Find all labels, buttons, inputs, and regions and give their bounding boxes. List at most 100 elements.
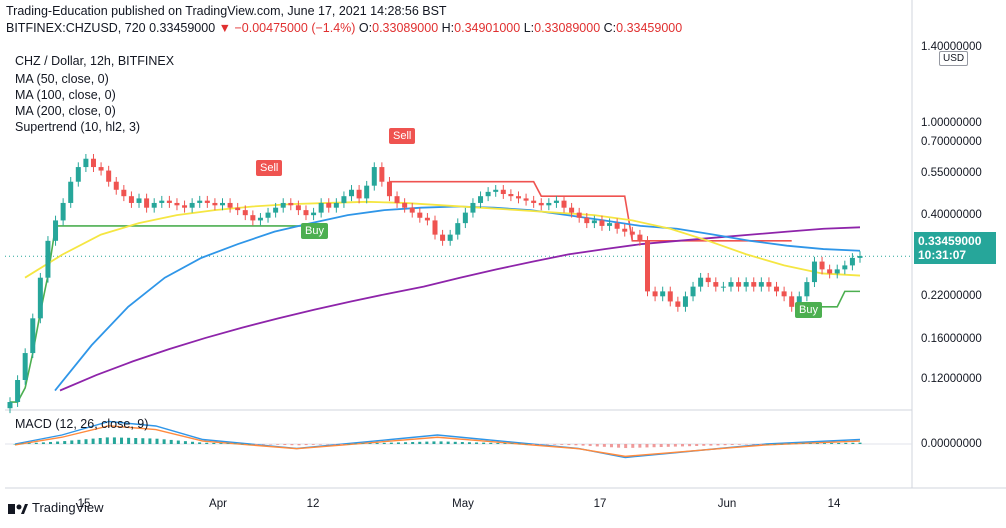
macd-histogram-bar xyxy=(361,443,365,444)
y-tick-label: 1.40000000 xyxy=(921,41,982,53)
candle-body xyxy=(424,217,430,221)
candle-body xyxy=(576,212,582,218)
candle-body xyxy=(842,265,848,270)
x-tick-label: May xyxy=(452,498,474,510)
candle-body xyxy=(68,181,74,203)
legend-ma50: MA (50, close, 0) xyxy=(15,72,109,86)
macd-histogram-bar xyxy=(560,444,564,445)
macd-histogram-bar xyxy=(716,444,720,446)
macd-histogram-bar xyxy=(673,444,677,447)
candle-body xyxy=(151,202,157,208)
macd-histogram-bar xyxy=(460,442,464,444)
macd-histogram-bar xyxy=(84,439,88,444)
macd-histogram-bar xyxy=(368,443,372,444)
macd-histogram-bar xyxy=(695,444,699,446)
candle-body xyxy=(538,202,544,206)
y-tick-label: 0.70000000 xyxy=(921,136,982,148)
candle-body xyxy=(607,223,613,226)
macd-histogram-bar xyxy=(439,441,443,444)
candle-body xyxy=(30,318,36,354)
candle-body xyxy=(356,189,362,199)
candle-body xyxy=(743,282,749,287)
macd-histogram-bar xyxy=(134,438,138,444)
candle-body xyxy=(713,282,719,287)
macd-histogram-bar xyxy=(858,442,862,444)
macd-histogram-bar xyxy=(609,444,613,448)
macd-histogram-bar xyxy=(680,444,684,447)
candle-body xyxy=(273,207,279,213)
candle-body xyxy=(136,198,142,203)
sell-signal-label: Sell xyxy=(389,128,416,144)
macd-histogram-bar xyxy=(34,442,38,444)
legend-macd: MACD (12, 26, close, 9) xyxy=(15,417,149,431)
macd-histogram-bar xyxy=(77,439,81,444)
legend-ma200: MA (200, close, 0) xyxy=(15,104,116,118)
candle-body xyxy=(698,277,704,287)
candle-body xyxy=(90,158,96,168)
high-label: H: xyxy=(441,21,455,35)
candle-body xyxy=(341,196,347,203)
candle-body xyxy=(15,380,21,403)
currency-button[interactable]: USD xyxy=(939,51,969,66)
buy-signal-label: Buy xyxy=(795,302,822,318)
macd-histogram-bar xyxy=(70,440,74,444)
macd-histogram-bar xyxy=(652,444,656,448)
candle-body xyxy=(591,220,597,224)
macd-histogram-bar xyxy=(830,443,834,444)
candle-body xyxy=(204,200,210,203)
macd-histogram-bar xyxy=(815,443,819,444)
candle-body xyxy=(333,202,339,208)
y-tick-label: 0.12000000 xyxy=(921,373,982,385)
macd-histogram-bar xyxy=(602,444,606,447)
candle-body xyxy=(37,277,43,319)
y-tick-label: 1.00000000 xyxy=(921,117,982,129)
tradingview-brand[interactable]: TradingView xyxy=(8,500,104,515)
candle-body xyxy=(250,215,256,221)
macd-histogram-bar xyxy=(311,444,315,445)
macd-histogram-bar xyxy=(27,443,31,444)
macd-histogram-bar xyxy=(624,444,628,449)
candle-body xyxy=(546,202,552,206)
candle-body xyxy=(242,210,248,216)
macd-histogram-bar xyxy=(794,443,798,445)
macd-histogram-bar xyxy=(517,443,521,445)
macd-histogram-bar xyxy=(759,444,763,445)
x-tick-label: 14 xyxy=(827,498,841,510)
sell-signal-label: Sell xyxy=(256,160,283,176)
current-price: 0.33459000 xyxy=(918,234,982,248)
candle-body xyxy=(834,269,840,274)
candle-body xyxy=(45,240,51,278)
macd-histogram-bar xyxy=(375,443,379,444)
candle-body xyxy=(827,269,833,274)
macd-histogram-bar xyxy=(226,443,230,444)
candle-body xyxy=(637,234,643,241)
macd-histogram-bar xyxy=(531,444,535,445)
candle-body xyxy=(113,181,119,190)
candle-body xyxy=(197,200,203,203)
candle-body xyxy=(379,167,385,182)
candle-body xyxy=(280,202,286,208)
macd-histogram-bar xyxy=(744,444,748,445)
candle-body xyxy=(500,189,506,195)
candle-body xyxy=(394,196,400,203)
macd-histogram-bar xyxy=(766,443,770,445)
macd-histogram-bar xyxy=(198,442,202,444)
macd-histogram-bar xyxy=(105,437,109,444)
candle-body xyxy=(182,205,188,208)
candle-body xyxy=(22,353,28,380)
macd-histogram-bar xyxy=(482,442,486,444)
candle-body xyxy=(318,202,324,213)
current-price-tag: 0.33459000 10:31:07 xyxy=(914,232,996,264)
macd-histogram-bar xyxy=(425,441,429,444)
macd-histogram-bar xyxy=(127,437,131,444)
macd-histogram-bar xyxy=(240,443,244,445)
macd-histogram-bar xyxy=(212,442,216,444)
candle-body xyxy=(781,291,787,297)
macd-histogram-bar xyxy=(780,443,784,445)
candle-body xyxy=(531,200,537,203)
macd-histogram-bar xyxy=(510,443,514,444)
candle-body xyxy=(720,286,726,288)
macd-histogram-bar xyxy=(404,442,408,444)
macd-histogram-bar xyxy=(333,444,337,445)
